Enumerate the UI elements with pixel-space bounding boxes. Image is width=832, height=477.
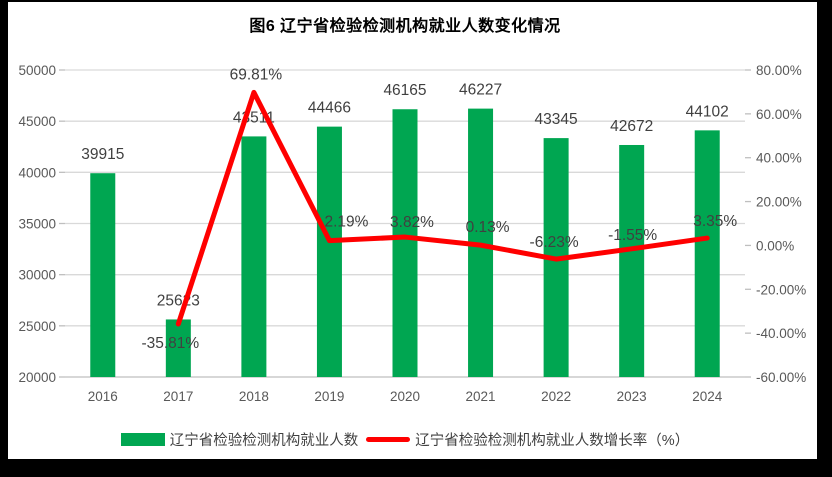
legend-label-employment: 辽宁省检验检测机构就业人数: [169, 433, 359, 449]
right-axis-label: 80.00%: [756, 63, 802, 78]
growth-label-2020: 3.82%: [390, 214, 434, 231]
growth-label-2023: -1.55%: [608, 227, 657, 244]
bar-value-label-2016: 39915: [81, 146, 124, 163]
legend-label-growth-rate: 辽宁省检验检测机构就业人数增长率（%）: [415, 433, 690, 449]
bar-value-label-2024: 44102: [686, 103, 729, 120]
x-axis-label-2020: 2020: [390, 389, 420, 404]
right-axis-label: 20.00%: [756, 195, 802, 210]
growth-label-2019: 2.19%: [324, 214, 368, 231]
growth-label-2022: -6.23%: [530, 234, 579, 251]
legend: 辽宁省检验检测机构就业人数 辽宁省检验检测机构就业人数增长率（%）: [65, 429, 745, 450]
x-axis-label-2023: 2023: [617, 389, 647, 404]
right-axis-label: -20.00%: [756, 282, 806, 297]
left-axis-label: 50000: [18, 63, 56, 78]
x-axis-label-2022: 2022: [541, 389, 571, 404]
left-axis-label: 35000: [18, 217, 56, 232]
legend-item-employment: 辽宁省检验检测机构就业人数: [120, 429, 359, 450]
growth-label-2021: 0.13%: [466, 219, 510, 236]
growth-label-2024: 3.35%: [693, 213, 737, 230]
right-axis-label: -40.00%: [756, 326, 806, 341]
right-axis-label: 0.00%: [756, 238, 794, 253]
x-axis-label-2024: 2024: [692, 389, 723, 404]
right-axis-label: 60.00%: [756, 107, 802, 122]
left-axis-label: 20000: [18, 370, 56, 385]
left-axis-label: 25000: [18, 319, 56, 334]
x-axis-label-2016: 2016: [88, 389, 118, 404]
growth-rate-line: [175, 89, 710, 327]
bar-2016: [90, 173, 116, 377]
bar-2018: [241, 136, 267, 377]
left-axis-label: 30000: [18, 268, 56, 283]
bar-2017: [165, 319, 191, 377]
right-axis-label: 40.00%: [756, 151, 802, 166]
x-axis-label-2018: 2018: [239, 389, 269, 404]
growth-label-2017: -35.81%: [141, 335, 199, 352]
bar-value-label-2022: 43345: [535, 111, 578, 128]
legend-line-swatch-icon: [366, 437, 411, 442]
legend-bar-swatch-icon: [120, 433, 165, 446]
bar-value-label-2020: 46165: [383, 82, 426, 99]
bar-value-label-2017: 25623: [157, 292, 200, 309]
right-axis-label: -60.00%: [756, 370, 806, 385]
left-axis-label: 45000: [18, 114, 56, 129]
x-axis-label-2019: 2019: [314, 389, 344, 404]
bar-2024: [694, 130, 720, 377]
left-axis-label: 40000: [18, 165, 56, 180]
bar-value-label-2019: 44466: [308, 100, 351, 117]
legend-item-growth-rate: 辽宁省检验检测机构就业人数增长率（%）: [366, 429, 689, 450]
bar-value-label-2021: 46227: [459, 82, 502, 99]
bar-2023: [619, 144, 645, 377]
bar-2020: [392, 109, 418, 377]
bar-value-label-2023: 42672: [610, 118, 653, 135]
growth-label-2018: 69.81%: [230, 66, 283, 83]
bar-2019: [316, 126, 342, 378]
chart-title: 图6 辽宁省检验检测机构就业人数变化情况: [249, 18, 561, 35]
x-axis-label-2017: 2017: [163, 389, 193, 404]
x-axis-label-2021: 2021: [466, 389, 496, 404]
